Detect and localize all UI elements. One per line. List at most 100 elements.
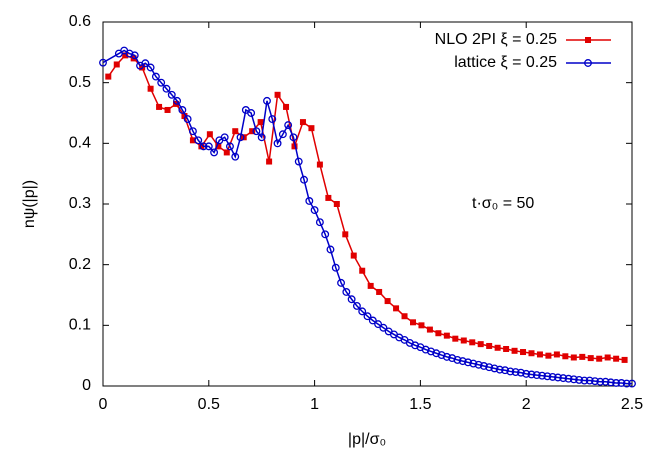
x-tick-label: 1.5 <box>409 396 431 413</box>
marker <box>564 374 573 383</box>
marker <box>350 252 357 259</box>
marker <box>363 312 372 321</box>
marker <box>548 372 557 381</box>
marker <box>232 128 239 135</box>
marker <box>266 158 273 165</box>
marker <box>162 84 171 93</box>
marker <box>536 351 543 358</box>
marker <box>249 128 256 135</box>
marker <box>604 354 611 361</box>
marker <box>183 115 192 124</box>
marker <box>474 360 483 369</box>
marker <box>458 357 467 366</box>
marker <box>257 133 266 142</box>
marker <box>342 231 349 238</box>
marker <box>223 149 230 156</box>
marker <box>113 61 120 68</box>
marker <box>591 377 599 386</box>
y-tick-label: 0.1 <box>69 317 91 334</box>
marker <box>469 359 478 368</box>
marker <box>426 326 433 333</box>
marker <box>621 356 628 363</box>
marker <box>553 373 562 382</box>
marker <box>587 355 594 362</box>
marker <box>289 133 298 142</box>
marker <box>464 358 472 367</box>
marker <box>151 72 160 81</box>
marker <box>448 354 457 363</box>
marker <box>545 352 552 359</box>
marker <box>453 355 462 364</box>
marker <box>220 133 229 142</box>
marker <box>460 337 467 344</box>
marker <box>442 352 451 361</box>
marker <box>503 345 510 352</box>
marker <box>164 106 171 113</box>
marker <box>273 139 282 148</box>
marker <box>532 371 541 380</box>
y-tick-label: 0.2 <box>69 256 91 273</box>
marker <box>401 313 408 320</box>
marker <box>352 301 361 310</box>
series-line <box>107 54 625 361</box>
marker <box>367 282 374 289</box>
marker <box>173 96 182 105</box>
marker <box>236 133 245 142</box>
marker <box>485 363 494 372</box>
marker <box>418 322 425 329</box>
marker <box>316 161 323 168</box>
marker <box>437 351 446 360</box>
marker <box>435 330 442 337</box>
marker <box>130 51 139 60</box>
marker <box>358 307 367 316</box>
marker <box>580 376 589 385</box>
marker <box>99 58 107 67</box>
marker <box>585 376 594 385</box>
legend-label: lattice ξ = 0.25 <box>454 54 557 71</box>
marker <box>294 157 303 166</box>
marker <box>333 201 340 207</box>
marker <box>194 136 203 145</box>
x-tick-label: 0.5 <box>198 396 220 413</box>
marker <box>105 73 112 80</box>
marker <box>199 142 208 151</box>
marker <box>622 379 631 388</box>
y-axis-label: nψ(|p|) <box>21 180 38 228</box>
marker <box>283 103 290 110</box>
marker <box>522 369 531 378</box>
marker <box>263 96 271 105</box>
marker <box>628 379 636 388</box>
marker <box>308 125 315 132</box>
marker <box>516 368 525 377</box>
marker <box>421 345 430 354</box>
marker <box>226 142 234 151</box>
marker <box>210 148 219 157</box>
marker <box>139 64 146 71</box>
marker <box>231 152 240 161</box>
marker <box>520 349 527 356</box>
y-tick-label: 0.6 <box>69 13 91 30</box>
marker <box>612 379 621 387</box>
annotation: t·σ₀ = 50 <box>472 195 534 212</box>
marker <box>575 375 584 384</box>
marker <box>326 245 335 254</box>
marker <box>268 115 277 124</box>
marker <box>310 206 319 215</box>
marker <box>252 127 261 136</box>
marker <box>490 364 499 373</box>
marker <box>569 375 578 384</box>
marker <box>584 59 592 67</box>
marker <box>315 218 324 227</box>
marker <box>167 90 176 99</box>
marker <box>284 121 293 130</box>
x-tick-label: 0 <box>99 396 108 413</box>
marker <box>384 298 391 305</box>
marker <box>570 354 577 361</box>
legend-label: NLO 2PI ξ = 0.25 <box>435 31 557 48</box>
marker <box>495 365 504 374</box>
plot-frame <box>102 21 633 387</box>
marker <box>543 372 552 381</box>
marker <box>585 37 591 43</box>
marker <box>579 353 586 360</box>
